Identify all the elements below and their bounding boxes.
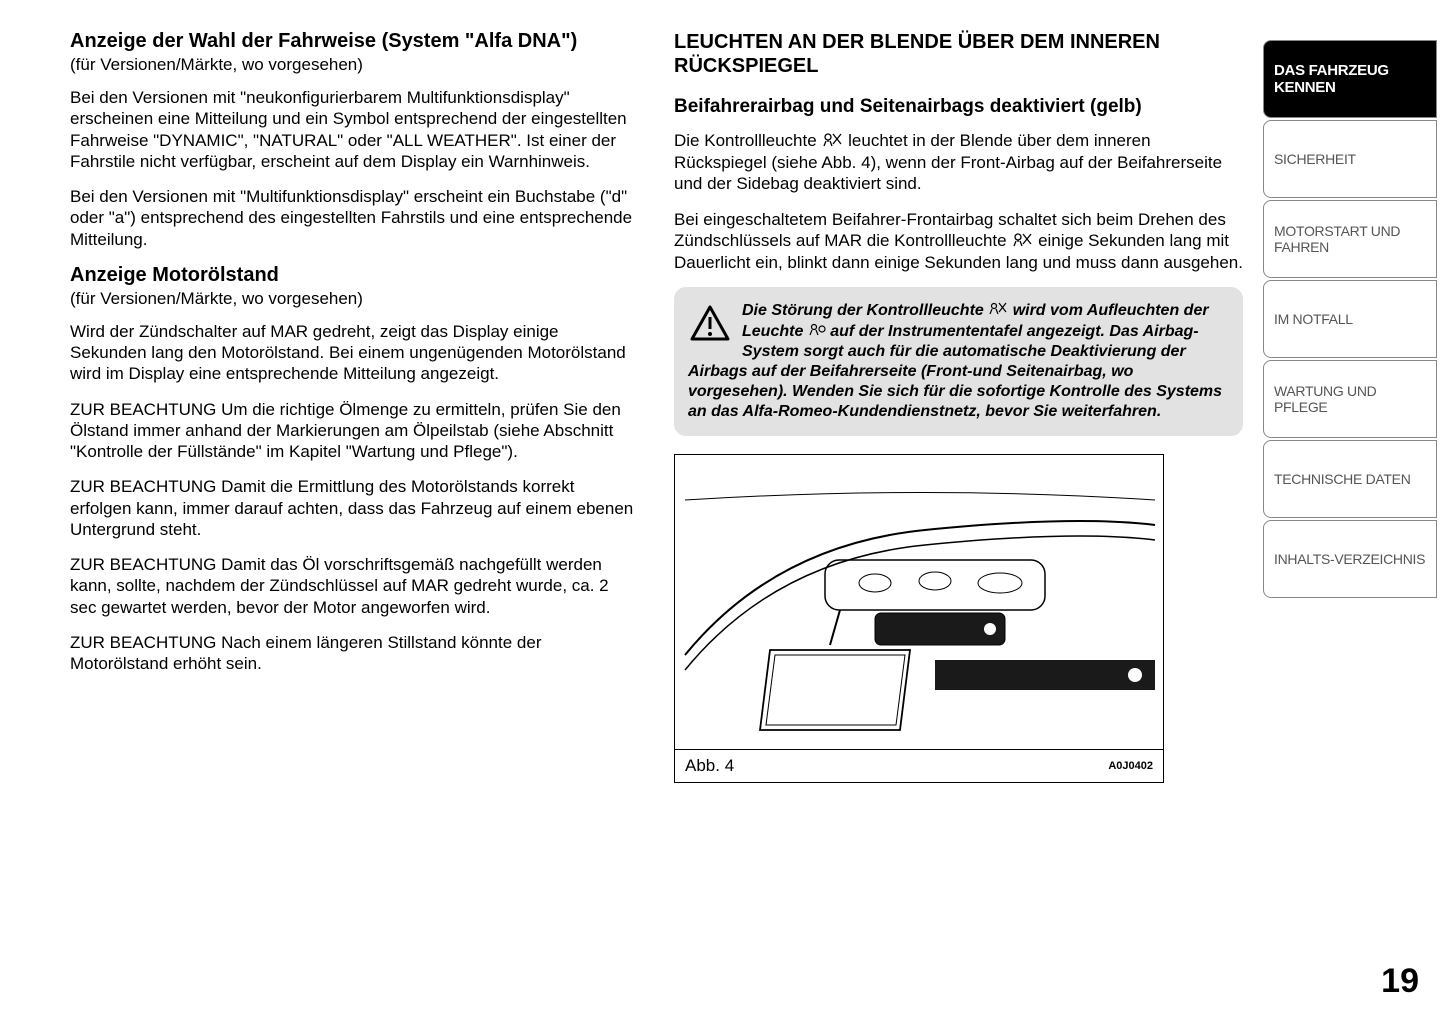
figure-caption: Abb. 4 A0J0402 [675,750,1163,782]
tab-motorstart[interactable]: MOTORSTART UND FAHREN [1263,200,1437,278]
tab-wartung[interactable]: WARTUNG UND PFLEGE [1263,360,1437,438]
figure-image [675,455,1163,750]
warning-box: Die Störung der Kontrollleuchte wird vom… [674,287,1243,435]
tab-sicherheit[interactable]: SICHERHEIT [1263,120,1437,198]
p-oil-1: Wird der Zündschalter auf MAR gedreht, z… [70,321,639,385]
left-column: Anzeige der Wahl der Fahrweise (System "… [70,30,639,999]
airbag-off-icon [821,131,843,152]
p-airbag-1: Die Kontrollleuchte leuchtet in der Blen… [674,130,1243,195]
text: Die Störung der Kontrollleuchte [742,303,988,320]
text: Die Kontrollleuchte [674,131,821,150]
airbag-off-icon [1011,231,1033,252]
p-oil-5: ZUR BEACHTUNG Nach einem längeren Stills… [70,632,639,675]
tab-notfall[interactable]: IM NOTFALL [1263,280,1437,358]
sub-oil: (für Versionen/Märkte, wo vorgesehen) [70,289,639,309]
airbag-icon [808,322,826,342]
p-oil-3: ZUR BEACHTUNG Damit die Ermittlung des M… [70,476,639,540]
airbag-off-icon [988,301,1008,321]
content-area: Anzeige der Wahl der Fahrweise (System "… [0,0,1263,1019]
warning-text: Die Störung der Kontrollleuchte wird vom… [688,301,1227,421]
right-column: LEUCHTEN AN DER BLENDE ÜBER DEM INNEREN … [674,30,1243,999]
heading-airbag: Beifahrerairbag und Seitenairbags deakti… [674,96,1243,118]
heading-lights: LEUCHTEN AN DER BLENDE ÜBER DEM INNEREN … [674,30,1243,78]
heading-dna: Anzeige der Wahl der Fahrweise (System "… [70,30,639,53]
heading-oil: Anzeige Motorölstand [70,264,639,287]
p-dna-1: Bei den Versionen mit "neukonfigurierbar… [70,87,639,172]
figure-label: Abb. 4 [685,756,734,776]
figure-box: Abb. 4 A0J0402 [674,454,1164,783]
tab-inhalt[interactable]: INHALTS-VERZEICHNIS [1263,520,1437,598]
p-dna-2: Bei den Versionen mit "Multifunktionsdis… [70,186,639,250]
figure-code: A0J0402 [1108,760,1153,772]
warning-triangle-icon [688,303,732,348]
p-oil-4: ZUR BEACHTUNG Damit das Öl vorschriftsge… [70,554,639,618]
sidebar-tabs: DAS FAHRZEUG KENNEN SICHERHEIT MOTORSTAR… [1263,0,1445,1019]
sub-dna: (für Versionen/Märkte, wo vorgesehen) [70,55,639,75]
p-airbag-2: Bei eingeschaltetem Beifahrer-Frontairba… [674,209,1243,274]
tab-technische[interactable]: TECHNISCHE DATEN [1263,440,1437,518]
p-oil-2: ZUR BEACHTUNG Um die richtige Ölmenge zu… [70,399,639,463]
page-number: 19 [1263,962,1437,1001]
tab-fahrzeug[interactable]: DAS FAHRZEUG KENNEN [1263,40,1437,118]
